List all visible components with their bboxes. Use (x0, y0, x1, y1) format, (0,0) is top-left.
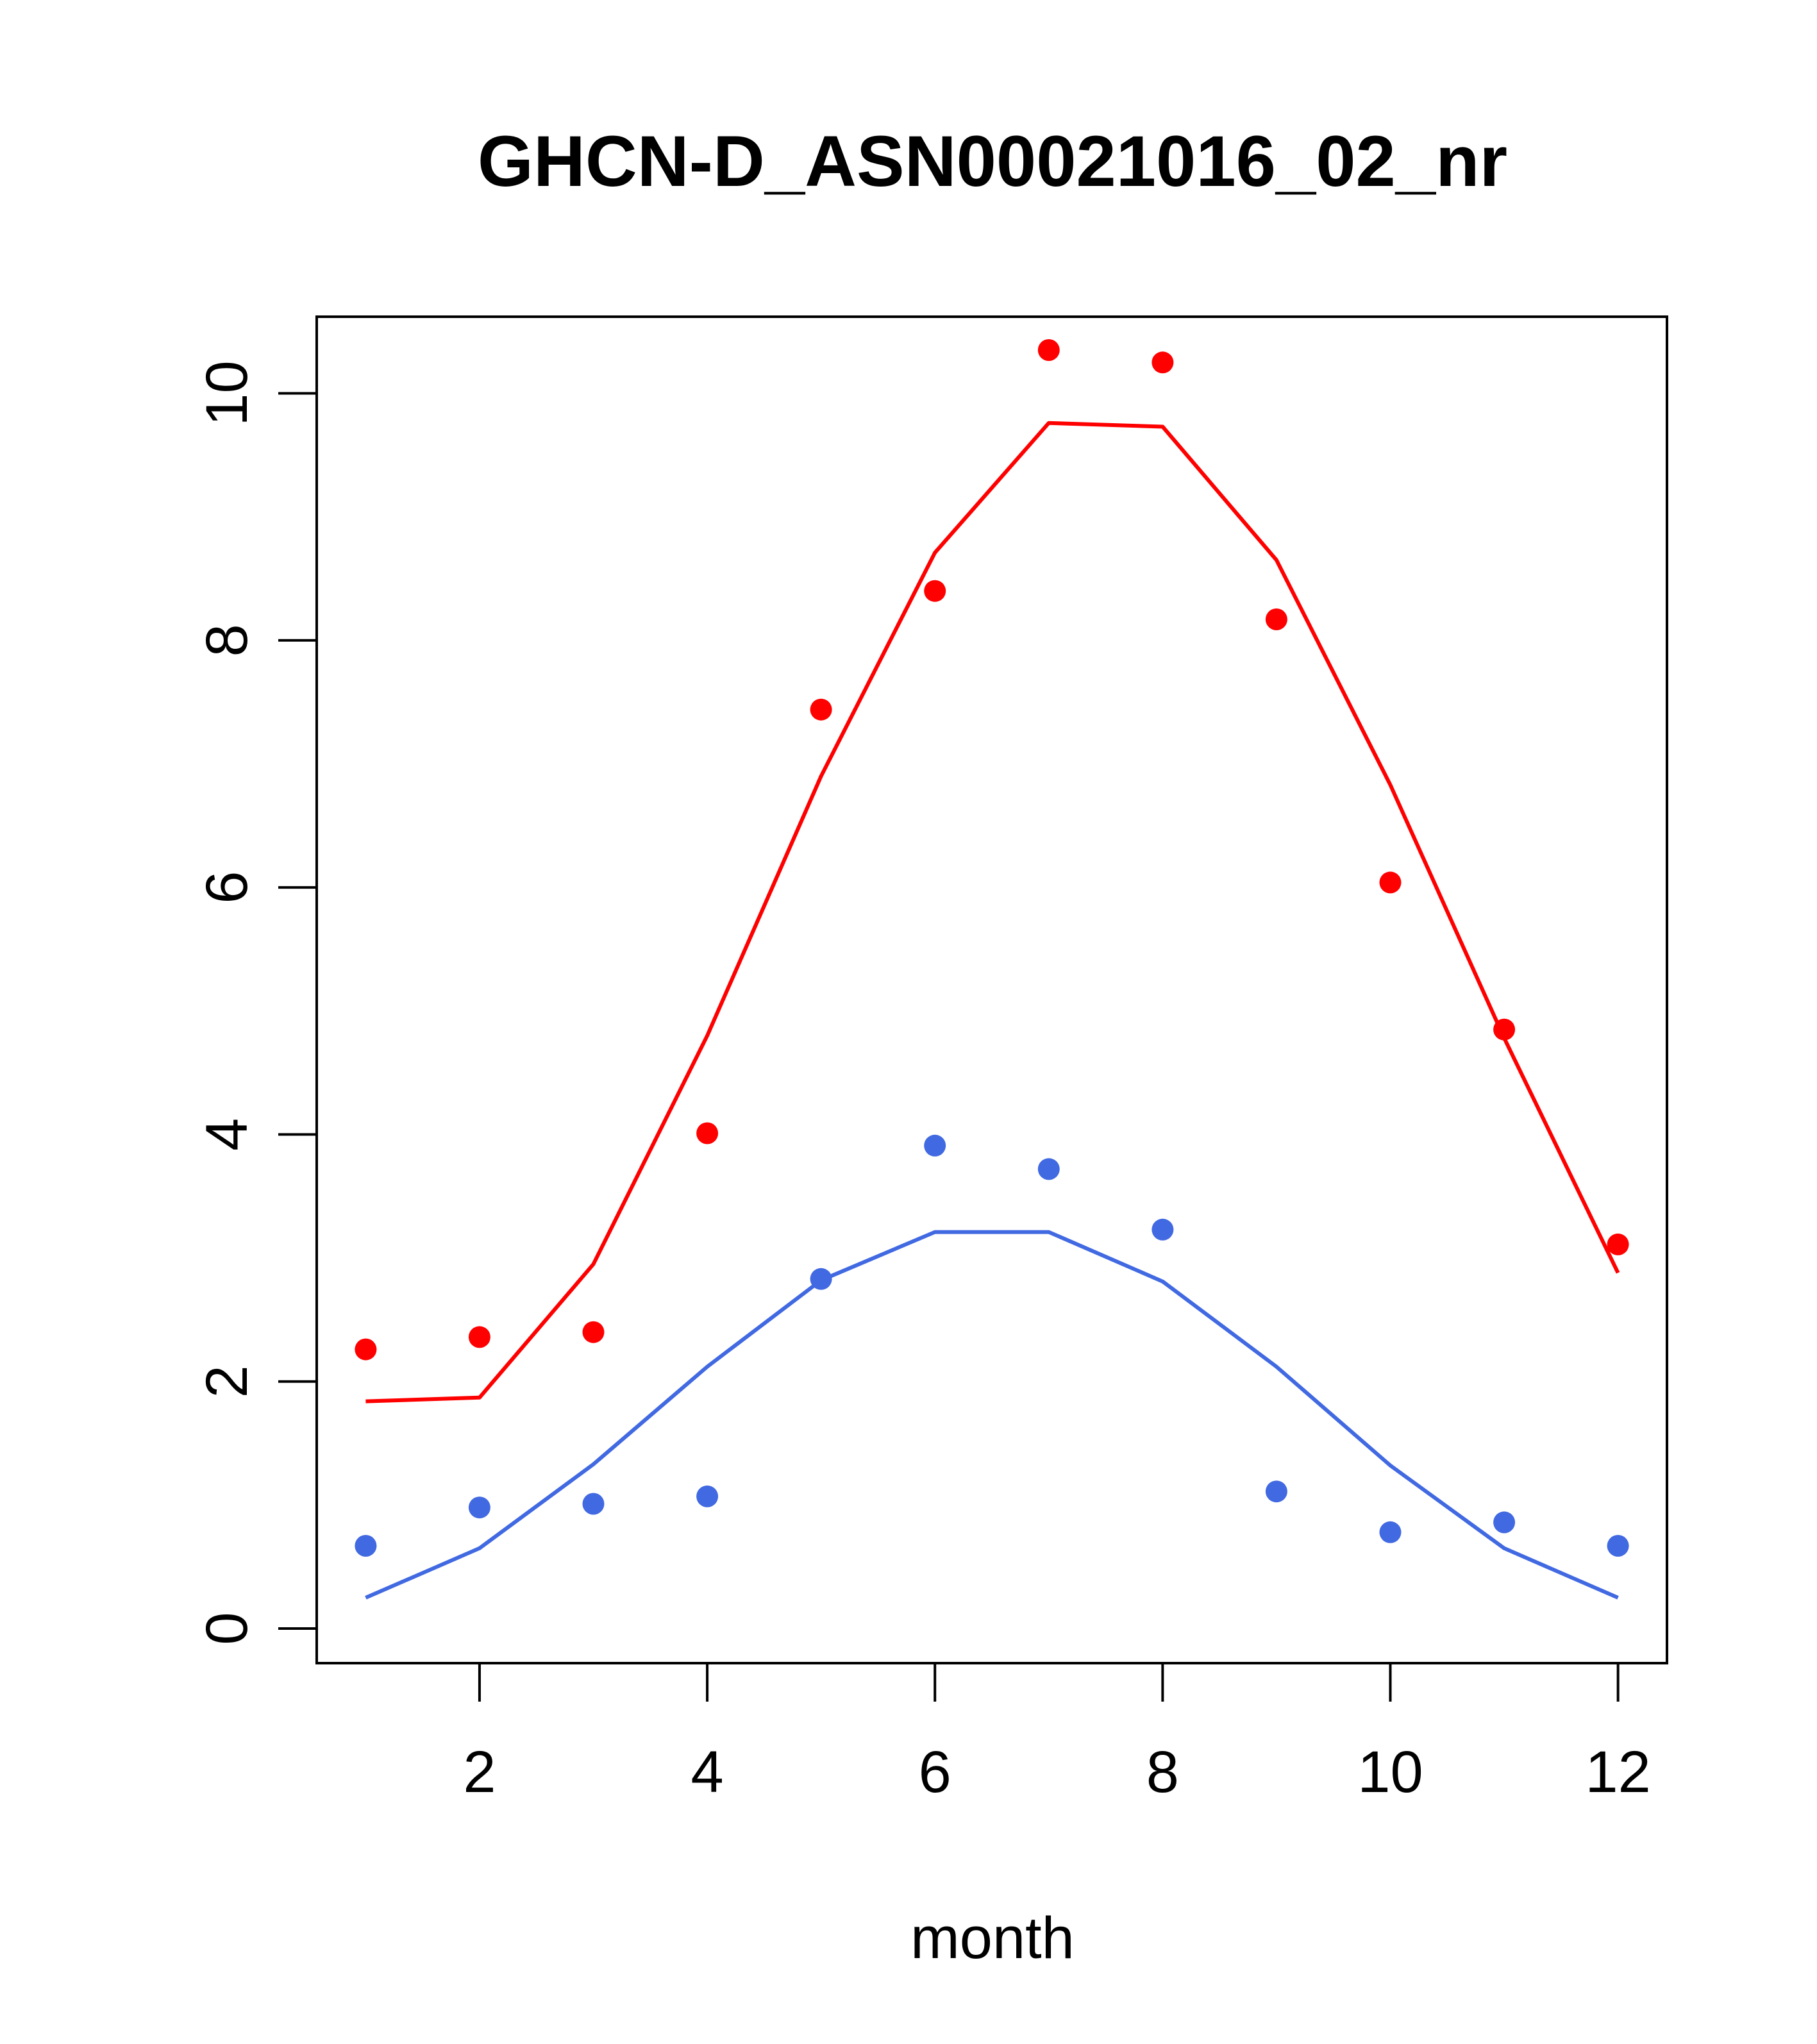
x-tick-label: 4 (691, 1739, 723, 1805)
series-0-point (810, 698, 832, 721)
series-0-point (582, 1321, 605, 1343)
x-tick-label: 8 (1146, 1739, 1179, 1805)
series-0-point (1037, 339, 1060, 361)
series-1-point (1037, 1158, 1060, 1180)
chart-title: GHCN-D_ASN00021016_02_nr (478, 121, 1507, 201)
series-1-point (810, 1268, 832, 1290)
x-tick-label: 12 (1585, 1739, 1650, 1805)
series-1-point (1379, 1521, 1402, 1543)
series-1-point (468, 1496, 490, 1519)
x-axis-label: month (910, 1906, 1075, 1971)
series-1-point (1265, 1480, 1287, 1503)
y-tick-label: 6 (194, 871, 260, 904)
series-1-point (696, 1485, 719, 1507)
series-1-point (1493, 1511, 1516, 1534)
series-1-point (924, 1134, 946, 1157)
y-tick-label: 0 (194, 1612, 260, 1645)
y-tick-label: 10 (194, 360, 260, 426)
x-tick-label: 2 (463, 1739, 496, 1805)
series-layer (355, 339, 1629, 1600)
series-0-point (924, 580, 946, 602)
series-0-point (696, 1122, 719, 1144)
series-0-point (1151, 351, 1174, 374)
y-tick-label: 4 (194, 1118, 260, 1151)
series-1-line (365, 1230, 1619, 1600)
series-0-point (1265, 608, 1287, 630)
series-0-point (468, 1326, 490, 1348)
series-1-point (1151, 1218, 1174, 1241)
x-tick-label: 10 (1357, 1739, 1423, 1805)
series-1-point (355, 1535, 377, 1557)
y-axis: 0 2 4 6 8 10 (194, 360, 318, 1645)
x-tick-label: 6 (919, 1739, 951, 1805)
y-tick-label: 8 (194, 624, 260, 657)
series-0-line (365, 421, 1620, 1403)
x-axis: 2 4 6 8 10 12 (463, 1662, 1651, 1805)
series-0-point (1493, 1018, 1516, 1041)
y-tick-label: 2 (194, 1365, 260, 1398)
series-0-point (1379, 871, 1402, 894)
series-0-point (1607, 1233, 1629, 1255)
series-1-point (1607, 1535, 1629, 1557)
series-1-point (582, 1493, 605, 1515)
series-0-point (355, 1338, 377, 1361)
